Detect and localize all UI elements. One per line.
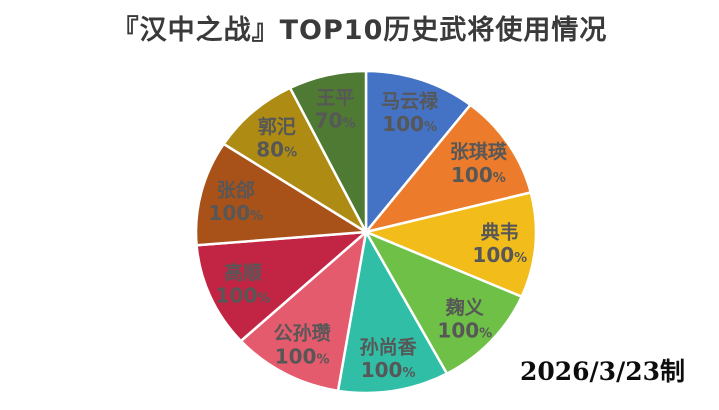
slice-label-4: 麹义 100% (437, 296, 492, 343)
slice-label-8: 张郃 100% (208, 179, 263, 226)
pie-slice-3 (364, 191, 538, 298)
pie-slice-4 (364, 230, 523, 375)
slice-label-5: 孙尚香 100% (360, 335, 418, 382)
pie-slice-2 (364, 103, 533, 234)
slice-label-3: 典韦 100% (472, 220, 527, 267)
slice-label-10: 王平 70% (315, 87, 356, 133)
date-annotation: 2026/3/23制 (519, 357, 685, 386)
slice-label-7: 高顺 100% (216, 261, 271, 308)
slice-label-2: 张琪瑛 100% (450, 140, 508, 187)
pie-slice-8 (194, 142, 368, 247)
pie-slice-7 (195, 230, 368, 343)
chart-title: 『汉中之战』TOP10历史武将使用情况 (111, 15, 608, 46)
pie-slice-10 (288, 69, 368, 234)
slice-label-6: 公孙瓒 100% (274, 323, 331, 369)
slice-label-1: 马云禄 100% (381, 90, 439, 137)
pie-slice-5 (336, 230, 449, 395)
pie-slice-6 (239, 230, 368, 393)
pie-slice-1 (364, 69, 472, 234)
pie-slice-9 (222, 86, 368, 234)
slice-label-9: 郭汜 80% (256, 115, 297, 162)
